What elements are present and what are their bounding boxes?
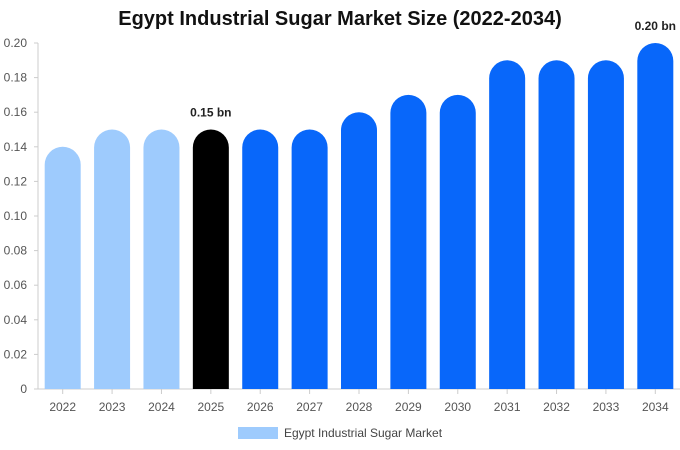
y-tick-label: 0.20 [4, 36, 28, 50]
y-tick-label: 0.04 [4, 313, 28, 327]
bar-2022 [44, 146, 81, 389]
x-tick-label-2022: 2022 [49, 400, 76, 414]
bar-2033 [587, 60, 624, 389]
legend-swatch [237, 427, 278, 439]
y-tick-label: 0.02 [4, 347, 28, 361]
y-tick-label: 0 [20, 382, 27, 396]
chart-title: Egypt Industrial Sugar Market Size (2022… [118, 8, 562, 30]
y-tick-label: 0.18 [4, 71, 28, 85]
x-tick-label-2024: 2024 [148, 400, 175, 414]
x-tick-label-2027: 2027 [296, 400, 323, 414]
data-label-2025: 0.15 bn [190, 106, 231, 120]
x-tick-label-2034: 2034 [642, 400, 669, 414]
x-tick-label-2033: 2033 [593, 400, 620, 414]
bar-2028 [341, 112, 377, 389]
bar-2026 [242, 129, 279, 389]
x-tick-label-2028: 2028 [346, 400, 373, 414]
y-tick-label: 0.16 [4, 105, 28, 119]
y-tick-label: 0.06 [4, 278, 28, 292]
bar-2034 [637, 43, 674, 389]
bar-2025 [192, 129, 229, 389]
bar-2030 [439, 94, 476, 389]
data-label-2034: 0.20 bn [635, 19, 676, 33]
y-tick-label: 0.14 [4, 140, 28, 154]
bar-2027 [291, 129, 328, 389]
y-tick-label: 0.12 [4, 174, 28, 188]
y-tick-label: 0.10 [4, 209, 28, 223]
legend: Egypt Industrial Sugar Market [0, 426, 680, 440]
x-tick-label-2031: 2031 [494, 400, 521, 414]
x-tick-label-2023: 2023 [99, 400, 126, 414]
x-tick-label-2029: 2029 [395, 400, 422, 414]
bar-2031 [489, 60, 526, 389]
x-tick-label-2026: 2026 [247, 400, 274, 414]
legend-label: Egypt Industrial Sugar Market [283, 426, 443, 440]
y-tick-label: 0.08 [4, 244, 28, 258]
bar-2024 [143, 129, 180, 389]
x-tick-label-2032: 2032 [543, 400, 570, 414]
bar-2029 [390, 94, 427, 389]
bar-2032 [538, 60, 575, 389]
x-tick-label-2030: 2030 [444, 400, 471, 414]
bar-2023 [94, 129, 131, 389]
x-tick-label-2025: 2025 [197, 400, 224, 414]
